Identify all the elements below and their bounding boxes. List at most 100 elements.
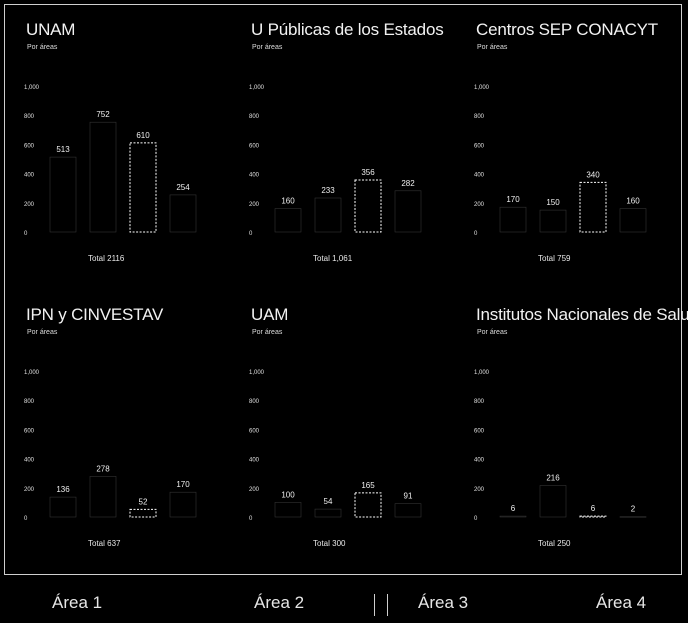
y-tick-label: 800 [249,114,260,120]
bar-area-4 [619,516,647,518]
panel-plot: 1,000 800 600 400 200 0 160 233 356 282 [249,85,422,237]
bar-area-4 [169,194,197,233]
bar-value-label: 165 [361,481,375,490]
y-tick-label: 0 [249,516,253,522]
legend-area-2: Área 2 [254,593,305,612]
chart-frame [4,4,682,575]
y-tick-label: 400 [24,458,35,464]
chart-panel-5: UAM Por áreas Total 300 1,000 800 600 400 200 0 1… [231,291,457,576]
panel-total: Total 759 [538,254,571,263]
y-tick-label: 800 [474,114,485,120]
bar-value-label: 136 [56,485,70,494]
bar-value-label: 340 [586,170,600,179]
chart-panel-3: Centros SEP CONACYT Por áreas Total 759 1,0… [456,6,682,291]
bar-area-3 [354,492,382,518]
bar-value-label: 54 [324,497,333,506]
bar-area-4 [394,503,422,518]
y-tick-label: 400 [474,458,485,464]
y-tick-label: 0 [249,231,253,237]
panel-subtitle: Por áreas [477,329,508,336]
bar-area-3 [354,179,382,233]
panel-plot: 1,000 800 600 400 200 0 170 150 340 160 [474,85,647,237]
bar-value-label: 356 [361,168,375,177]
bar-area-1 [49,156,77,233]
bar-value-label: 282 [401,179,415,188]
bar-value-label: 752 [96,110,110,119]
panel-total: Total 250 [538,539,571,548]
bar-area-2 [89,121,117,233]
bar-value-label: 150 [546,198,560,207]
bar-area-2 [539,209,567,233]
y-tick-label: 800 [24,399,35,405]
bar-value-label: 254 [176,183,190,192]
bar-area-4 [394,190,422,233]
y-tick-label: 600 [474,428,485,434]
y-tick-label: 600 [24,428,35,434]
bar-area-3 [579,515,607,518]
panel-plot: 1,000 800 600 400 200 0 136 278 52 170 [24,370,197,522]
bar-value-label: 52 [139,497,148,506]
bar-area-1 [49,496,77,518]
bar-value-label: 233 [321,186,335,195]
bar-area-1 [274,208,302,233]
bar-value-label: 91 [404,492,413,501]
y-tick-label: 1,000 [249,370,265,376]
bar-area-1 [499,515,527,518]
chart-panel-2: U Públicas de los Estados Por áreas Total … [231,6,457,291]
chart-panel-4: IPN y CINVESTAV Por áreas Total 637 1,000 80… [6,291,232,576]
panel-subtitle: Por áreas [252,329,283,336]
bar-area-3 [579,181,607,233]
panel-total: Total 2116 [88,254,125,263]
y-tick-label: 1,000 [24,85,40,91]
bar-value-label: 170 [506,195,520,204]
bar-area-2 [314,197,342,233]
bar-value-label: 100 [281,490,295,499]
y-tick-label: 200 [24,487,35,493]
panel-title: U Públicas de los Estados [251,20,444,39]
bar-area-3 [129,508,157,518]
y-tick-label: 600 [24,143,35,149]
y-tick-label: 0 [24,516,28,522]
legend-area-1: Área 1 [52,593,103,612]
y-tick-label: 600 [474,143,485,149]
panel-subtitle: Por áreas [27,44,58,51]
y-tick-label: 200 [474,487,485,493]
y-tick-label: 400 [249,458,260,464]
panel-total: Total 637 [88,539,121,548]
legend-area-4: Área 4 [596,593,647,612]
y-tick-label: 1,000 [474,370,490,376]
panel-total: Total 1,061 [313,254,353,263]
y-tick-label: 0 [24,231,28,237]
bar-value-label: 160 [281,197,295,206]
y-tick-label: 0 [474,231,478,237]
panel-subtitle: Por áreas [477,44,508,51]
bar-value-label: 216 [546,474,560,483]
y-tick-label: 200 [249,487,260,493]
bar-area-4 [619,208,647,233]
y-tick-label: 800 [24,114,35,120]
panel-title: IPN y CINVESTAV [26,305,164,324]
y-tick-label: 600 [249,428,260,434]
y-tick-label: 600 [249,143,260,149]
y-tick-label: 1,000 [474,85,490,91]
bar-value-label: 278 [96,464,110,473]
bar-value-label: 513 [56,145,70,154]
y-tick-label: 1,000 [24,370,40,376]
bar-value-label: 170 [176,480,190,489]
bar-value-label: 6 [511,504,516,513]
bar-area-3 [129,142,157,233]
panel-title: UAM [251,305,289,324]
y-tick-label: 0 [474,516,478,522]
panel-subtitle: Por áreas [27,329,58,336]
panel-plot: 1,000 800 600 400 200 0 100 54 165 91 [249,370,422,522]
bar-area-2 [314,508,342,518]
y-tick-label: 400 [249,173,260,179]
y-tick-label: 200 [474,202,485,208]
bar-area-1 [499,206,527,233]
bar-value-label: 2 [631,505,636,514]
panel-total: Total 300 [313,539,346,548]
bar-value-label: 160 [626,197,640,206]
y-tick-label: 200 [249,202,260,208]
panel-subtitle: Por áreas [252,44,283,51]
panel-title: Institutos Nacionales de Salud [476,305,688,324]
